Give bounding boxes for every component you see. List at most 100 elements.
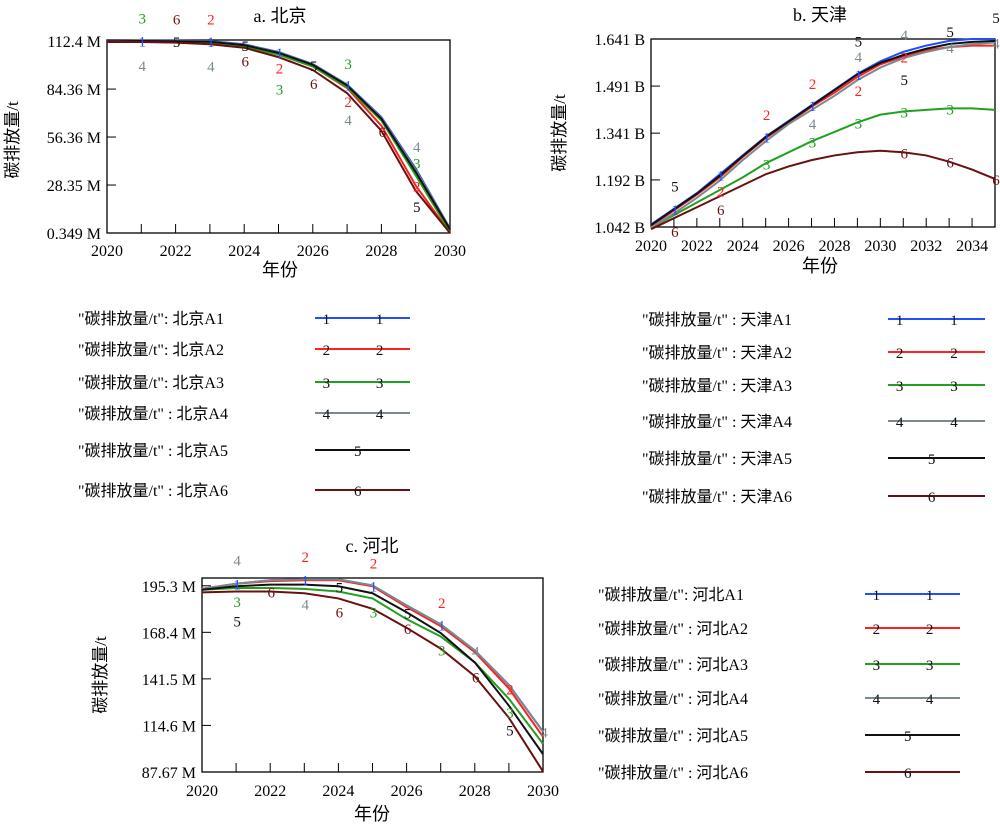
series-marker-A5: 5 [855, 34, 863, 50]
legend-label-A5: "碳排放量/t" : 北京A5 [78, 442, 228, 460]
series-marker-A5: 5 [506, 724, 514, 740]
legend-marker-A3: 3 [323, 376, 331, 392]
legend-label-A1: "碳排放量/t": 河北A1 [598, 586, 744, 604]
y-tick-label: 56.36 M [47, 130, 101, 147]
y-axis-label: 碳排放量/t [550, 94, 569, 172]
series-marker-A1: 1 [763, 131, 771, 147]
series-marker-A2: 2 [809, 77, 817, 93]
y-tick-label: 168.4 M [142, 625, 196, 642]
legend-marker-A1: 1 [950, 313, 958, 329]
legend-marker-A5: 5 [904, 729, 912, 745]
series-marker-A3: 3 [276, 83, 284, 99]
legend-label-A2: "碳排放量/t": 北京A2 [78, 341, 224, 359]
chart-title: a. 北京 [254, 6, 307, 26]
series-marker-A4: 4 [946, 41, 954, 57]
x-axis-label: 年份 [262, 260, 298, 280]
series-marker-A6: 6 [992, 173, 1000, 189]
legend-marker-A4: 4 [323, 407, 331, 423]
series-marker-A4: 4 [901, 28, 909, 44]
series-line-A4 [650, 41, 996, 229]
series-marker-A4: 4 [992, 36, 1000, 52]
legend-label-A1: "碳排放量/t" : 天津A1 [642, 311, 792, 329]
series-marker-A1: 1 [139, 35, 147, 51]
chart-title: b. 天津 [793, 5, 847, 25]
series-marker-A4: 4 [413, 140, 421, 156]
series-marker-A4: 4 [233, 554, 241, 570]
x-tick-label: 2030 [864, 238, 896, 255]
series-marker-A3: 3 [233, 595, 241, 611]
series-line-A6 [650, 149, 996, 231]
x-tick-label: 2026 [391, 783, 423, 800]
series-marker-A6: 6 [946, 156, 954, 172]
series-marker-A1: 1 [671, 203, 679, 219]
series-marker-A4: 4 [139, 59, 147, 75]
y-tick-label: 1.341 B [594, 126, 645, 143]
series-marker-A6: 6 [379, 125, 387, 141]
series-marker-A3: 3 [506, 706, 514, 722]
legend-marker-A5: 5 [354, 444, 362, 460]
x-tick-label: 2034 [956, 238, 988, 255]
series-marker-A2: 2 [276, 62, 284, 78]
series-marker-A5: 5 [992, 11, 1000, 27]
series-marker-A5: 5 [413, 200, 421, 216]
series-marker-A6: 6 [472, 670, 480, 686]
series-marker-A2: 2 [302, 550, 310, 566]
legend-marker-A4: 4 [926, 692, 934, 708]
series-marker-A2: 2 [207, 13, 215, 29]
legend-label-A4: "碳排放量/t" : 天津A4 [642, 413, 792, 431]
x-tick-label: 2022 [160, 243, 192, 260]
legend-marker-A4: 4 [376, 407, 384, 423]
series-marker-A1: 1 [276, 46, 284, 62]
series-marker-A1: 1 [233, 578, 241, 594]
legend-label-A3: "碳排放量/t": 北京A3 [78, 374, 224, 392]
legend-marker-A1: 1 [323, 312, 331, 328]
y-tick-label: 84.36 M [47, 82, 101, 99]
x-tick-label: 2024 [322, 783, 354, 800]
series-line-A5 [650, 39, 996, 226]
legend-marker-A2: 2 [950, 346, 958, 362]
y-tick-label: 1.491 B [594, 79, 645, 96]
legend-label-A4: "碳排放量/t" : 北京A4 [78, 405, 228, 423]
x-tick-label: 2022 [254, 783, 286, 800]
series-marker-A5: 5 [233, 614, 241, 630]
series-line-A3 [650, 107, 996, 229]
series-marker-A3: 3 [809, 135, 817, 151]
series-marker-A3: 3 [370, 605, 378, 621]
x-tick-label: 2028 [818, 238, 850, 255]
series-marker-A3: 3 [413, 156, 421, 172]
y-tick-label: 141.5 M [142, 672, 196, 689]
legend-marker-A4: 4 [896, 415, 904, 431]
legend-marker-A1: 1 [873, 588, 881, 604]
legend-label-A1: "碳排放量/t": 北京A1 [78, 310, 224, 328]
y-tick-label: 28.35 M [47, 178, 101, 195]
legend-marker-A3: 3 [950, 379, 958, 395]
series-marker-A4: 4 [207, 59, 215, 75]
x-tick-label: 2020 [186, 783, 218, 800]
series-marker-A6: 6 [671, 225, 679, 241]
series-marker-A5: 5 [173, 35, 181, 51]
series-marker-A1: 1 [438, 618, 446, 634]
series-line-A6 [201, 590, 544, 772]
series-marker-A5: 5 [241, 39, 249, 55]
legend-label-A3: "碳排放量/t" : 河北A3 [598, 656, 748, 674]
series-marker-A3: 3 [855, 116, 863, 132]
series-marker-A1: 1 [302, 573, 310, 589]
x-tick-label: 2024 [727, 238, 759, 255]
chart-title: c. 河北 [346, 536, 399, 556]
series-marker-A6: 6 [336, 605, 344, 621]
series-marker-A5: 5 [946, 25, 954, 41]
x-tick-label: 2024 [228, 243, 260, 260]
series-marker-A1: 1 [344, 79, 352, 95]
y-tick-label: 1.641 B [594, 32, 645, 49]
series-marker-A6: 6 [173, 13, 181, 29]
y-tick-label: 114.6 M [142, 718, 196, 735]
y-tick-label: 87.67 M [142, 765, 196, 782]
legend-marker-A6: 6 [904, 766, 912, 782]
series-marker-A2: 2 [344, 95, 352, 111]
series-marker-A2: 2 [763, 108, 771, 124]
y-tick-label: 195.3 M [142, 579, 196, 596]
series-marker-A5: 5 [671, 179, 679, 195]
series-marker-A4: 4 [540, 726, 548, 742]
legend-marker-A6: 6 [928, 490, 936, 506]
x-axis-label: 年份 [802, 256, 838, 276]
